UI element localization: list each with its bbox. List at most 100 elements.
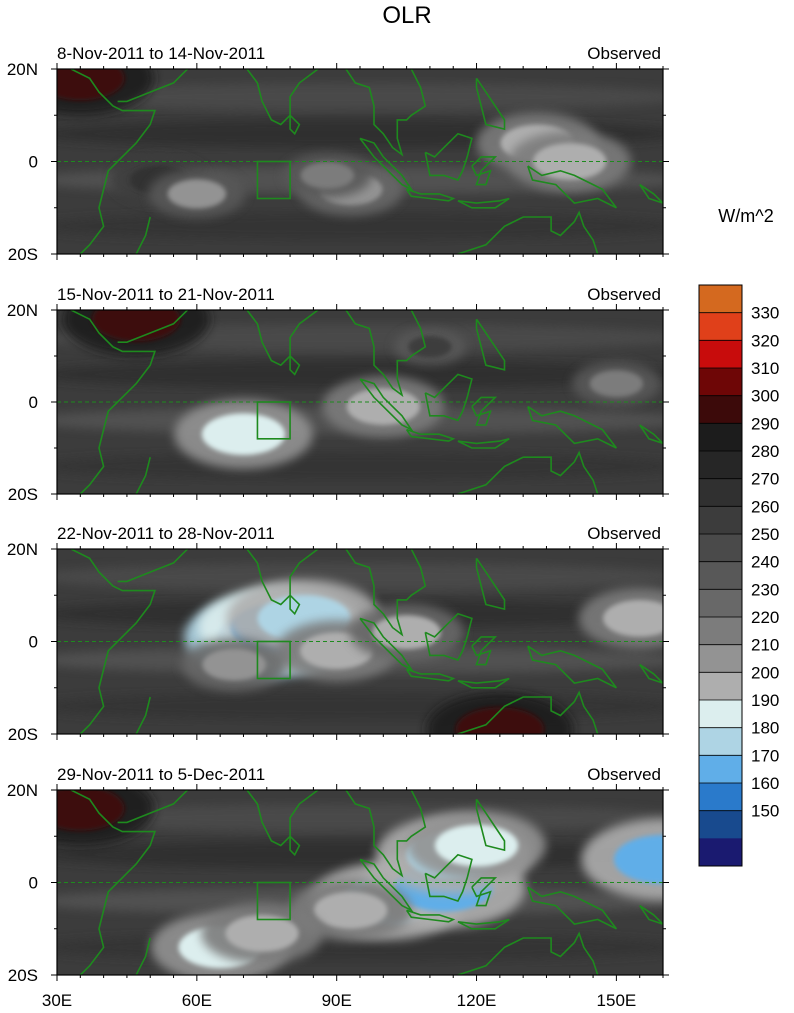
coastline bbox=[70, 310, 157, 494]
colorbar-label: 270 bbox=[751, 470, 779, 489]
target-region-box bbox=[256, 640, 291, 680]
coastline bbox=[359, 137, 414, 192]
colorbar-swatch bbox=[699, 395, 742, 424]
olr-feature bbox=[455, 707, 544, 734]
coastline bbox=[457, 197, 510, 209]
coastline bbox=[245, 69, 320, 126]
colorbar-swatch bbox=[699, 478, 742, 507]
coastline bbox=[471, 396, 498, 426]
coastline bbox=[345, 790, 427, 878]
coastline bbox=[527, 886, 618, 930]
lat-tick-label: 20N bbox=[7, 60, 38, 79]
coastline bbox=[639, 183, 663, 204]
colorbar-label: 190 bbox=[751, 691, 779, 710]
longitude-axis: 30E 60E 90E 120E 150E bbox=[42, 991, 636, 1010]
colorbar-swatch bbox=[699, 340, 742, 369]
lat-tick-label: 20S bbox=[8, 485, 38, 504]
coastline bbox=[475, 798, 506, 852]
coastline bbox=[289, 114, 301, 136]
coastline bbox=[471, 877, 498, 907]
coastline bbox=[70, 549, 157, 734]
coastline bbox=[471, 636, 498, 666]
olr-field bbox=[57, 790, 663, 975]
olr-panel-2: 20N 0 20S 15-Nov-2011 to 21-Nov-2011 Observe… bbox=[7, 285, 669, 504]
coastline bbox=[424, 132, 473, 181]
lat-tick-label: 20S bbox=[8, 966, 38, 985]
coastline bbox=[424, 373, 473, 422]
colorbar-label: 200 bbox=[751, 663, 779, 682]
panel-tag: Observed bbox=[587, 44, 661, 63]
colorbar-label: 210 bbox=[751, 636, 779, 655]
lat-tick-label: 0 bbox=[29, 153, 38, 172]
coastline bbox=[245, 549, 320, 606]
olr-feature bbox=[603, 600, 663, 637]
coastline bbox=[405, 188, 456, 202]
coastline bbox=[245, 310, 320, 367]
coastline bbox=[456, 931, 599, 975]
lon-tick-label: 30E bbox=[42, 991, 72, 1010]
colorbar-swatch bbox=[699, 589, 742, 618]
coastline bbox=[117, 790, 189, 824]
olr-feature bbox=[589, 370, 644, 397]
olr-feature bbox=[92, 310, 181, 342]
olr-feature bbox=[408, 335, 452, 358]
lat-tick-label: 0 bbox=[29, 633, 38, 652]
coastline bbox=[70, 69, 157, 254]
colorbar-label: 310 bbox=[751, 359, 779, 378]
coastline bbox=[289, 835, 301, 857]
colorbar-label: 250 bbox=[751, 525, 779, 544]
coastline bbox=[405, 428, 456, 442]
colorbar: 330 320 310 300 290 280 270 260 250 240 230 220 210 2… bbox=[698, 284, 779, 867]
coastlines bbox=[70, 310, 663, 494]
colorbar-swatch bbox=[699, 755, 742, 784]
colorbar-swatch bbox=[699, 561, 742, 590]
colorbar-label: 320 bbox=[751, 331, 779, 350]
coastline bbox=[359, 378, 414, 432]
colorbar-swatch bbox=[699, 451, 742, 479]
coastline bbox=[405, 909, 456, 923]
texture-band bbox=[57, 562, 663, 591]
colorbar-swatch bbox=[699, 312, 742, 341]
coastline bbox=[639, 904, 663, 925]
coastline bbox=[475, 557, 506, 611]
olr-field bbox=[57, 310, 663, 494]
coastline bbox=[457, 677, 510, 689]
target-region-box bbox=[256, 160, 291, 200]
coastline bbox=[424, 612, 473, 661]
coastline bbox=[639, 424, 663, 445]
colorbar-label: 170 bbox=[751, 746, 779, 765]
lon-tick-label: 150E bbox=[597, 991, 637, 1010]
colorbar-swatch bbox=[699, 838, 742, 867]
coastlines bbox=[70, 790, 663, 975]
olr-feature bbox=[201, 413, 286, 456]
colorbar-swatch bbox=[699, 368, 742, 396]
coastline bbox=[475, 77, 506, 131]
colorbar-swatch bbox=[699, 810, 742, 839]
lon-tick-label: 120E bbox=[457, 991, 497, 1010]
olr-panel-1: 20N 0 20S 8-Nov-2011 to 14-Nov-2011 Observed bbox=[7, 44, 669, 264]
panel-group: 20N 0 20S 8-Nov-2011 to 14-Nov-2011 Observed… bbox=[7, 44, 669, 985]
units-label: W/m^2 bbox=[718, 206, 773, 226]
coastline bbox=[117, 549, 189, 583]
coastline bbox=[639, 663, 663, 684]
coastline bbox=[527, 645, 618, 689]
colorbar-label: 220 bbox=[751, 608, 779, 627]
colorbar-label: 290 bbox=[751, 414, 779, 433]
colorbar-label: 330 bbox=[751, 304, 779, 323]
panel-tag: Observed bbox=[587, 285, 661, 304]
colorbar-swatch bbox=[699, 506, 742, 535]
colorbar-label: 300 bbox=[751, 387, 779, 406]
colorbar-label: 150 bbox=[751, 802, 779, 821]
texture-band bbox=[57, 360, 663, 389]
lon-tick-label: 60E bbox=[182, 991, 212, 1010]
colorbar-swatch bbox=[699, 617, 742, 645]
colorbar-swatch bbox=[699, 700, 742, 728]
olr-feature bbox=[300, 161, 355, 189]
coastline bbox=[457, 918, 510, 930]
panel-date-range: 15-Nov-2011 to 21-Nov-2011 bbox=[57, 285, 275, 304]
panel-date-range: 29-Nov-2011 to 5-Dec-2011 bbox=[57, 765, 265, 784]
coastline bbox=[359, 858, 414, 913]
coastline bbox=[135, 216, 151, 254]
coastline bbox=[135, 937, 151, 975]
